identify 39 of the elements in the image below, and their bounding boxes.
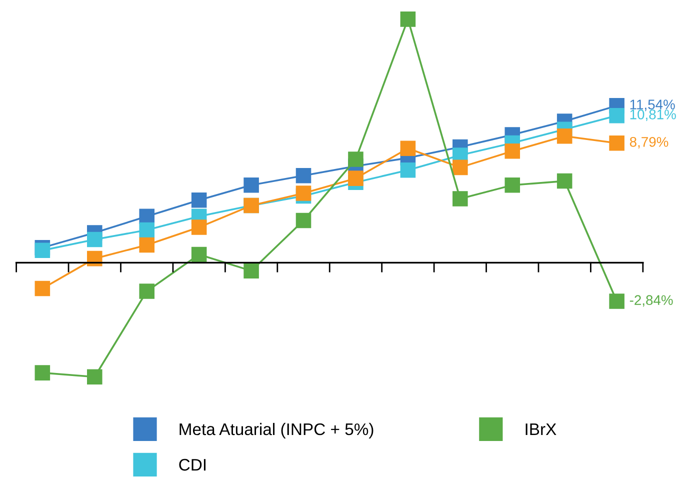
point [34, 365, 50, 380]
point [504, 143, 520, 159]
point [139, 237, 154, 253]
point [296, 212, 312, 228]
data-label: 10,81% [630, 110, 676, 121]
data-label: 8,79% [630, 136, 668, 148]
point [86, 232, 102, 248]
data-label: 11,54% [630, 100, 675, 112]
point [452, 160, 468, 176]
legend-label: CDI [179, 458, 206, 471]
point [86, 250, 102, 266]
data-label: -2,84% [630, 295, 673, 307]
point [348, 170, 364, 186]
point [244, 263, 259, 278]
point [139, 222, 154, 238]
point [191, 246, 207, 262]
point [609, 135, 624, 151]
point [609, 108, 624, 124]
point [34, 280, 50, 296]
point [400, 140, 416, 156]
point [400, 12, 416, 27]
point [609, 294, 624, 309]
legend-label: IBrX [526, 424, 556, 436]
point [139, 208, 154, 224]
point [296, 186, 312, 201]
point [400, 162, 416, 178]
point [296, 168, 312, 184]
point [86, 369, 102, 385]
point [139, 284, 154, 299]
point [191, 192, 207, 208]
point [452, 191, 468, 206]
point [244, 177, 259, 193]
point [191, 220, 207, 235]
point [504, 177, 520, 193]
point [556, 173, 572, 189]
point [348, 152, 364, 167]
point [556, 128, 572, 144]
point [34, 242, 50, 258]
legend-label: Meta Atuarial (INPC + 5%) [180, 422, 374, 438]
